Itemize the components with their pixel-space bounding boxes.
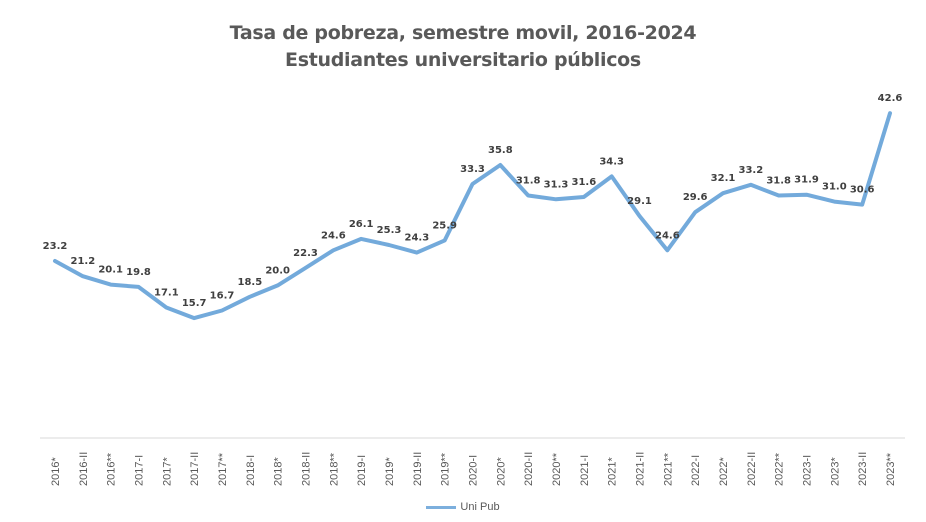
x-tick-label: 2019** <box>440 452 452 486</box>
data-label: 31.3 <box>544 179 569 190</box>
data-label: 33.2 <box>738 165 763 176</box>
legend-line-swatch <box>426 505 457 509</box>
x-tick-label: 2022** <box>774 452 786 486</box>
x-tick-label: 2021** <box>662 452 674 486</box>
data-label: 25.3 <box>377 225 402 236</box>
x-tick-label: 2022-II <box>746 452 758 486</box>
x-tick-label: 2021-II <box>635 452 647 486</box>
data-labels: 23.221.220.1 19.817.115.716.718.520.022.3… <box>43 93 903 309</box>
data-label: 31.0 <box>822 182 847 193</box>
x-tick-label: 2020-I <box>468 455 480 486</box>
x-tick-label: 2021-I <box>579 455 591 486</box>
data-label: 15.7 <box>182 298 207 309</box>
data-label: 20.1 <box>98 265 123 276</box>
data-label: 26.1 <box>349 219 374 230</box>
data-label: 33.3 <box>460 164 485 175</box>
chart-subtitle: Estudiantes universitario públicos <box>285 49 641 71</box>
data-label: 20.0 <box>265 265 290 276</box>
legend-label: Uni Pub <box>460 501 500 513</box>
x-tick-label: 2023* <box>829 457 841 486</box>
data-label: 29.1 <box>627 196 652 207</box>
data-label: 29.6 <box>683 192 708 203</box>
data-label: 31.6 <box>571 177 596 188</box>
data-label: 30.6 <box>850 185 875 196</box>
x-tick-label: 2022-I <box>690 455 702 486</box>
x-tick-label: 2023-I <box>802 455 814 486</box>
x-tick-label: 2019* <box>384 457 396 486</box>
x-tick-label: 2020-II <box>523 452 535 486</box>
x-tick-label: 2017-I <box>134 455 146 486</box>
x-tick-label: 2016-II <box>78 452 90 486</box>
legend: Uni Pub <box>0 501 926 513</box>
data-label: 25.9 <box>432 220 457 231</box>
x-tick-label: 2017-II <box>189 452 201 486</box>
data-label: 35.8 <box>488 145 513 156</box>
data-label: 42.6 <box>878 93 903 104</box>
x-tick-label: 2018-II <box>301 452 313 486</box>
data-label: 17.1 <box>154 287 179 298</box>
x-tick-label: 2017** <box>217 452 229 486</box>
chart-title: Tasa de pobreza, semestre movil, 2016-20… <box>229 22 697 44</box>
data-label: 31.9 <box>794 175 819 186</box>
data-label: 22.3 <box>293 248 318 259</box>
x-tick-label: 2023** <box>885 452 897 486</box>
x-tick-label: 2019-I <box>356 455 368 486</box>
x-tick-label: 2022* <box>718 457 730 486</box>
x-tick-label: 2018** <box>328 452 340 486</box>
data-label: 18.5 <box>237 277 262 288</box>
data-label: 31.8 <box>766 175 791 186</box>
x-tick-label: 2019-II <box>412 452 424 486</box>
series-line-uni-pub <box>53 111 892 321</box>
data-label: 24.6 <box>321 230 346 241</box>
data-label: 16.7 <box>210 291 235 302</box>
data-label: 23.2 <box>43 241 68 252</box>
x-tick-label: 2017* <box>161 457 173 486</box>
data-label: 31.8 <box>516 175 541 186</box>
data-label: 24.6 <box>655 230 680 241</box>
x-tick-label: 2016* <box>50 457 62 486</box>
x-tick-label: 2023-II <box>857 452 869 486</box>
x-tick-label: 2021* <box>607 457 619 486</box>
data-label: 32.1 <box>711 173 736 184</box>
data-label: 34.3 <box>599 156 624 167</box>
x-tick-label: 2020* <box>495 457 507 486</box>
data-label: 24.3 <box>404 233 429 244</box>
x-axis-ticks: 2016* 2016-II 2016** 2017-I 2017* 2017-II 2017… <box>50 452 897 486</box>
x-tick-label: 2020** <box>551 452 563 486</box>
x-tick-label: 2018-I <box>245 455 257 486</box>
data-label: 19.8 <box>126 267 151 278</box>
data-label: 21.2 <box>70 256 95 267</box>
x-tick-label: 2016** <box>106 452 118 486</box>
x-tick-label: 2018* <box>273 457 285 486</box>
